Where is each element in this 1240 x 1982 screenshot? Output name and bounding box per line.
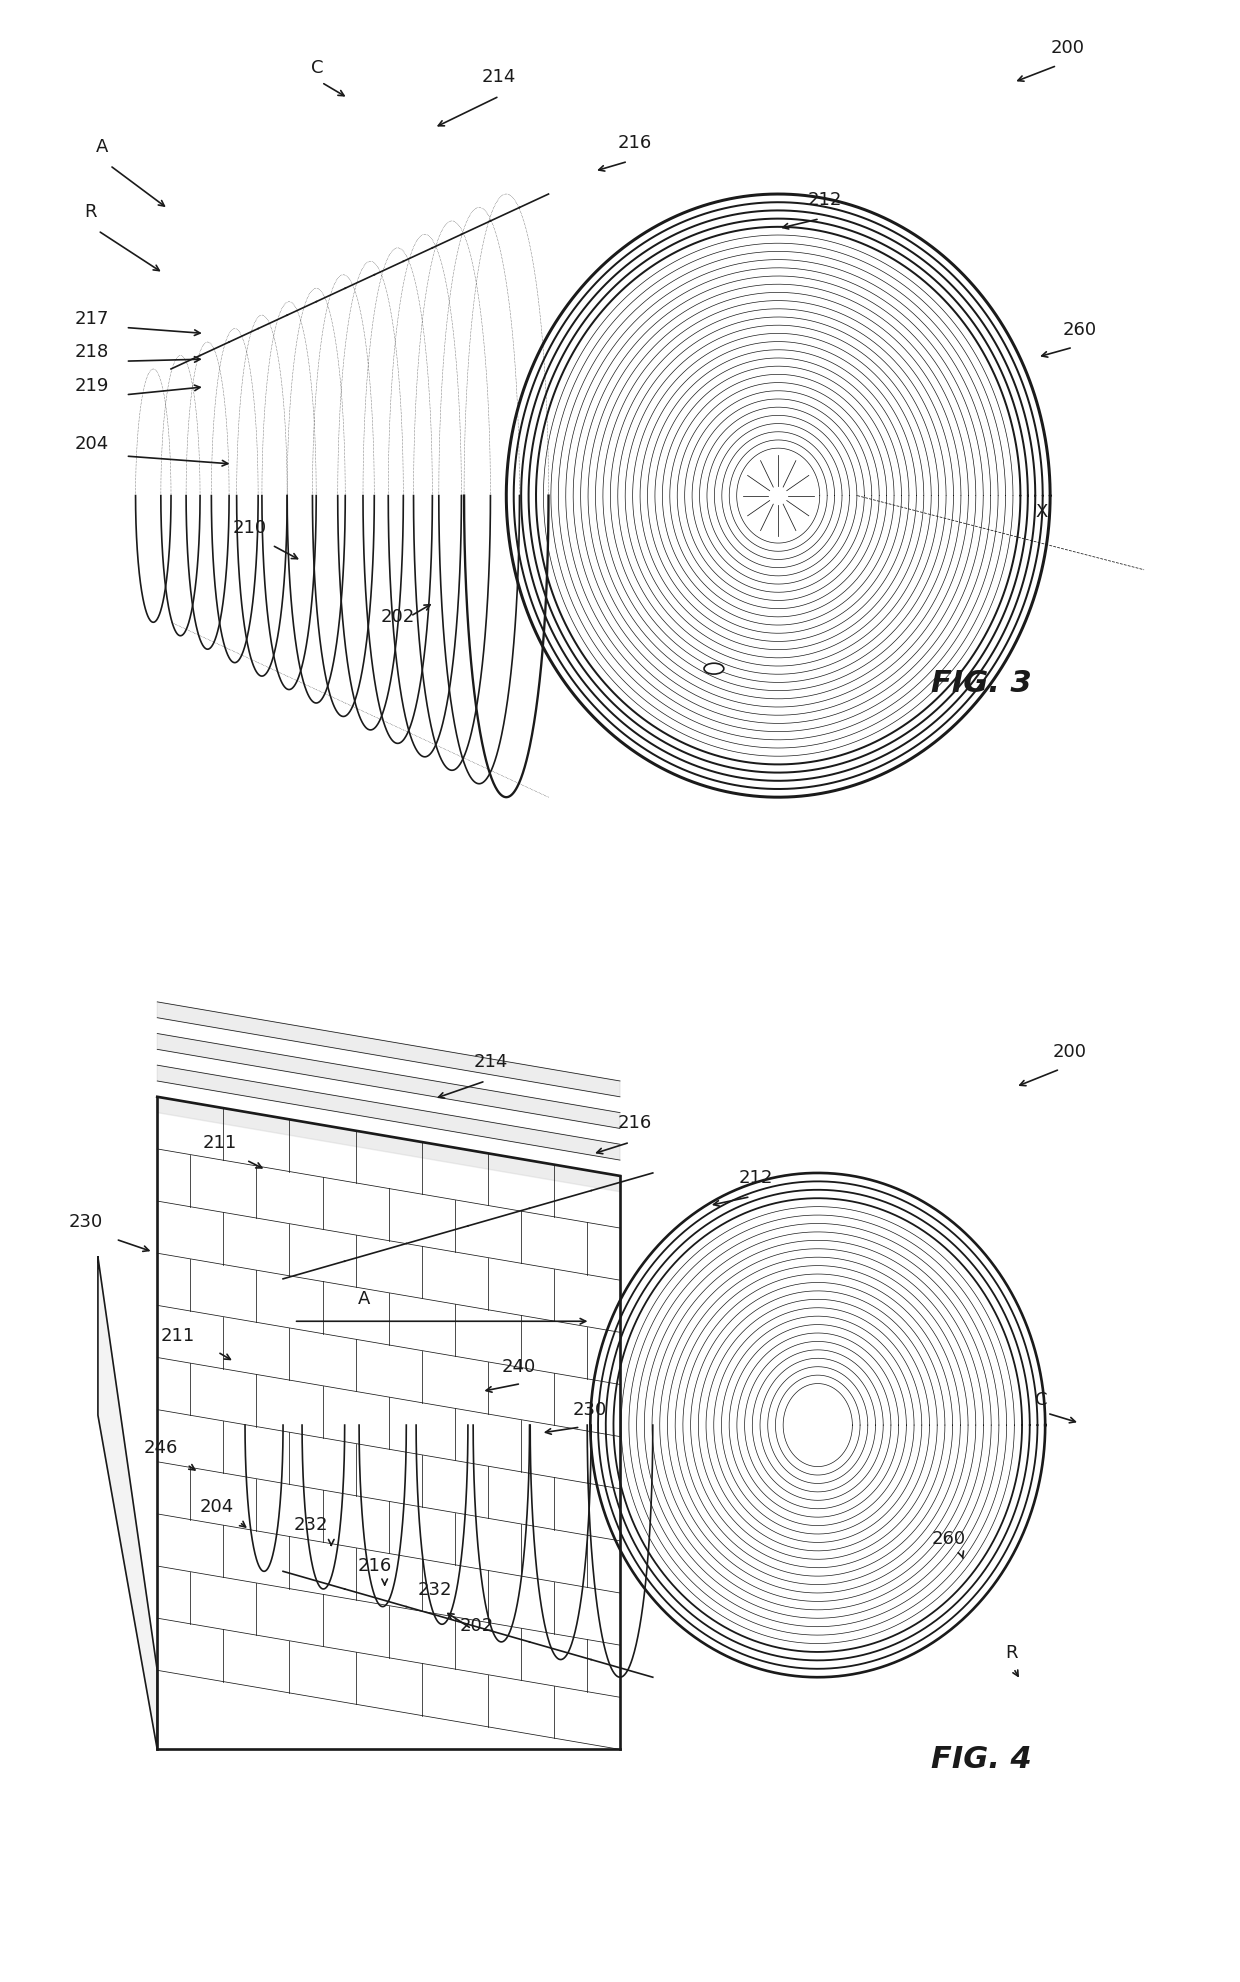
Text: 202: 202	[460, 1617, 494, 1635]
Polygon shape	[98, 1257, 157, 1750]
Polygon shape	[157, 1033, 620, 1128]
Text: 230: 230	[573, 1401, 606, 1419]
Text: 216: 216	[618, 1114, 652, 1132]
Text: 200: 200	[1053, 1043, 1087, 1060]
Ellipse shape	[704, 664, 724, 674]
Text: 217: 217	[74, 309, 109, 327]
Text: 202: 202	[381, 608, 415, 626]
Text: 246: 246	[144, 1439, 177, 1457]
Polygon shape	[157, 1064, 620, 1159]
Text: 216: 216	[358, 1558, 392, 1576]
Text: C: C	[1035, 1391, 1048, 1409]
Text: 260: 260	[931, 1530, 966, 1548]
Text: 204: 204	[74, 436, 108, 454]
Text: 204: 204	[200, 1498, 234, 1516]
Text: 216: 216	[618, 133, 652, 151]
Text: A: A	[95, 137, 108, 155]
Text: FIG. 3: FIG. 3	[930, 670, 1032, 698]
Text: 214: 214	[474, 1052, 508, 1070]
Text: 219: 219	[74, 377, 109, 394]
Text: 218: 218	[74, 343, 108, 361]
Text: C: C	[311, 59, 324, 77]
Text: 214: 214	[481, 67, 516, 87]
Text: 230: 230	[68, 1213, 103, 1231]
Text: 240: 240	[501, 1358, 536, 1376]
Text: 211: 211	[160, 1328, 195, 1346]
Text: 211: 211	[202, 1134, 237, 1152]
Text: 212: 212	[808, 190, 842, 208]
Text: 260: 260	[1063, 321, 1097, 339]
Text: 232: 232	[418, 1582, 451, 1599]
Text: 210: 210	[232, 519, 267, 537]
Text: A: A	[358, 1290, 371, 1308]
Text: R: R	[84, 202, 97, 220]
Text: X: X	[1035, 503, 1048, 521]
Polygon shape	[157, 1001, 620, 1096]
Text: 212: 212	[739, 1169, 773, 1187]
Text: 200: 200	[1050, 38, 1084, 57]
Polygon shape	[157, 1096, 620, 1191]
Text: FIG. 4: FIG. 4	[930, 1744, 1032, 1774]
Text: R: R	[1006, 1645, 1018, 1663]
Text: 232: 232	[294, 1516, 329, 1534]
